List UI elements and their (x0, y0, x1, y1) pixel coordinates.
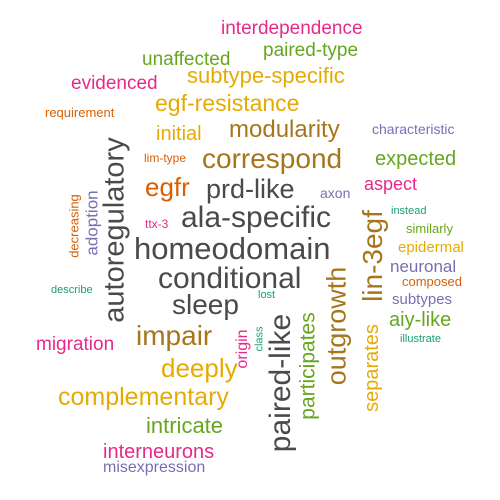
word-aiy-like: aiy-like (389, 309, 452, 331)
word-misexpression: misexpression (103, 459, 206, 476)
word-composed: composed (402, 274, 462, 289)
word-egfr: egfr (145, 172, 190, 202)
word-correspond: correspond (202, 143, 343, 174)
word-requirement: requirement (45, 105, 115, 120)
word-epidermal: epidermal (398, 239, 464, 256)
word-sleep: sleep (172, 289, 239, 320)
word-complementary: complementary (58, 383, 229, 411)
word-aspect: aspect (364, 174, 418, 194)
word-homeodomain: homeodomain (134, 231, 331, 266)
word-instead: instead (391, 205, 427, 217)
word-interneurons: interneurons (103, 441, 215, 463)
word-interdependence: interdependence (221, 18, 363, 39)
word-axon: axon (320, 185, 351, 201)
word-subtype-specific: subtype-specific (187, 63, 345, 88)
word-paired-type: paired-type (263, 40, 359, 61)
word-modularity: modularity (229, 116, 340, 143)
word-characteristic: characteristic (372, 121, 455, 137)
word-subtypes: subtypes (392, 291, 453, 308)
word-paired-like: paired-like (264, 313, 297, 453)
word-outgrowth: outgrowth (321, 266, 352, 386)
word-illustrate: illustrate (400, 333, 441, 345)
word-adoption: adoption (82, 190, 102, 256)
word-ttx-3: ttx-3 (145, 217, 169, 231)
word-conditional: conditional (158, 262, 302, 295)
word-unaffected: unaffected (142, 49, 231, 70)
word-decreasing: decreasing (66, 194, 82, 258)
word-deeply: deeply (161, 353, 238, 383)
word-evidenced: evidenced (71, 73, 158, 94)
word-impair: impair (136, 320, 213, 351)
word-separates: separates (361, 324, 383, 412)
word-ala-specific: ala-specific (181, 201, 332, 234)
word-autoregulatory: autoregulatory (98, 137, 131, 323)
word-describe: describe (51, 284, 93, 296)
word-neuronal: neuronal (390, 257, 457, 276)
word-lim-type: lim-type (144, 151, 187, 165)
word-class: class (253, 326, 266, 352)
word-migration: migration (36, 334, 115, 355)
word-participates: participates (296, 312, 320, 420)
word-lost: lost (258, 289, 276, 301)
word-lin-3egf: lin-3egf (357, 210, 388, 302)
word-similarly: similarly (406, 221, 453, 236)
word-origin: origin (234, 329, 251, 369)
word-initial: initial (156, 123, 202, 145)
word-intricate: intricate (146, 413, 224, 438)
word-expected: expected (375, 148, 457, 170)
word-prd-like: prd-like (206, 174, 295, 204)
word-egf-resistance: egf-resistance (155, 90, 300, 116)
